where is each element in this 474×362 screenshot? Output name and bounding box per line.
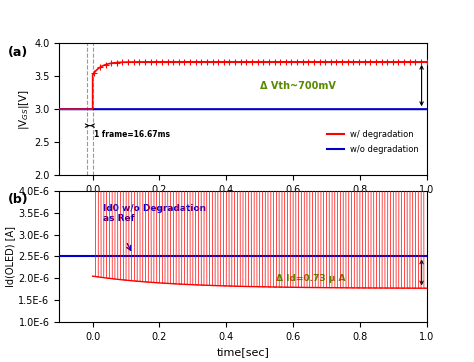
Text: (a): (a) <box>8 46 28 59</box>
Y-axis label: |V$_{GS}$|[V]: |V$_{GS}$|[V] <box>17 89 31 130</box>
Text: Id0 w/o Degradation
as Ref: Id0 w/o Degradation as Ref <box>103 204 206 223</box>
Text: 1 frame=16.67ms: 1 frame=16.67ms <box>94 130 170 139</box>
Text: (b): (b) <box>8 193 28 206</box>
Legend: w/ degradation, w/o degradation: w/ degradation, w/o degradation <box>324 126 422 158</box>
X-axis label: time[sec]: time[sec] <box>217 348 269 357</box>
Text: Δ Vth~700mV: Δ Vth~700mV <box>260 81 336 92</box>
Text: Δ Id=0.73 μ A: Δ Id=0.73 μ A <box>276 274 346 283</box>
Y-axis label: Id(OLED) [A]: Id(OLED) [A] <box>6 226 16 287</box>
